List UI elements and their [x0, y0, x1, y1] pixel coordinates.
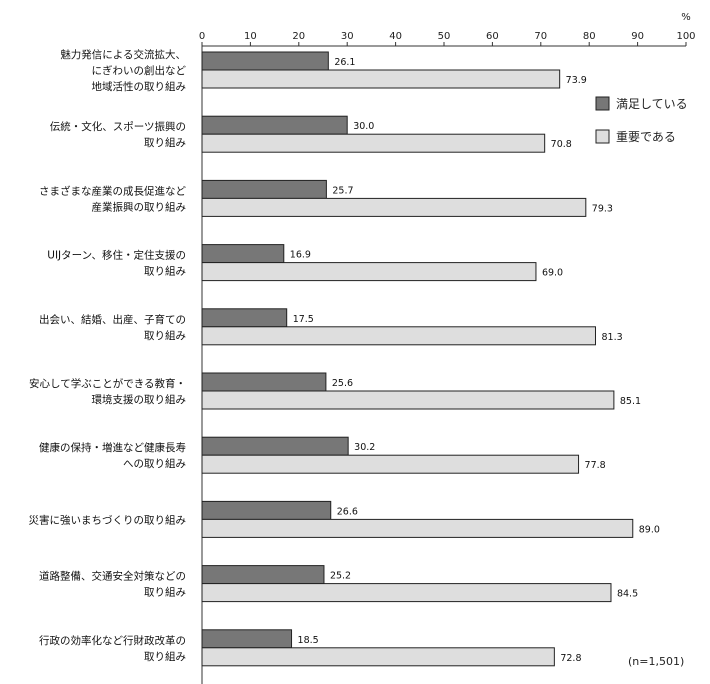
data-label: 16.9: [290, 250, 311, 261]
data-label: 72.8: [560, 653, 581, 664]
category-label: 環境支援の取り組み: [92, 393, 187, 406]
data-label: 69.0: [542, 268, 563, 279]
x-tick-label: 20: [292, 31, 305, 42]
category-label: 取り組み: [144, 265, 186, 278]
bar-satisfied: [201, 179, 327, 199]
x-tick-label: 60: [486, 31, 499, 42]
data-label: 18.5: [298, 635, 319, 646]
data-label: 89.0: [639, 524, 660, 535]
data-label: 30.2: [354, 442, 375, 453]
category-labels: 魅力発信による交流拡大、にぎわいの創出など地域活性の取り組み伝統・文化、スポーツ…: [29, 48, 187, 663]
bar-important: [201, 583, 612, 603]
category-label: 取り組み: [144, 586, 186, 599]
x-tick-label: 80: [583, 31, 596, 42]
x-tick-label: 30: [341, 31, 354, 42]
category-label: さまざまな産業の成長促進など: [39, 184, 186, 197]
category-label: 安心して学ぶことができる教育・: [29, 377, 186, 390]
bar-satisfied: [201, 244, 285, 264]
data-label: 25.2: [330, 571, 351, 582]
data-label: 70.8: [551, 139, 572, 150]
data-label: 17.5: [293, 314, 314, 325]
category-label: 産業振興の取り組み: [92, 200, 187, 213]
bar-satisfied: [201, 500, 332, 520]
category-label: 行政の効率化など行財政改革の: [39, 634, 186, 647]
category-label: 災害に強いまちづくりの取り組み: [29, 513, 187, 526]
data-label: 85.1: [620, 396, 641, 407]
bar-satisfied: [201, 51, 329, 71]
x-tick-label: 0: [199, 31, 205, 42]
data-label: 77.8: [585, 460, 606, 471]
x-tick-label: 50: [438, 31, 451, 42]
bar-important: [201, 69, 561, 89]
data-label: 73.9: [566, 75, 587, 86]
x-tick-label: 40: [389, 31, 402, 42]
category-label: UIJターン、移住・定住支援の: [47, 249, 186, 262]
x-tick-label: 90: [631, 31, 644, 42]
data-label: 84.5: [617, 589, 638, 600]
x-tick-label: 10: [244, 31, 257, 42]
category-label: 道路整備、交通安全対策などの: [39, 570, 186, 583]
data-label: 25.7: [332, 185, 353, 196]
bar-satisfied: [201, 372, 327, 392]
data-label: 25.6: [332, 378, 353, 389]
category-label: にぎわいの創出など: [92, 64, 187, 77]
x-tick-label: 70: [534, 31, 547, 42]
x-tick-label: 100: [676, 31, 695, 42]
category-label: 伝統・文化、スポーツ振興の: [50, 120, 186, 133]
category-label: への取り組み: [123, 457, 186, 470]
category-label: 地域活性の取り組み: [92, 80, 187, 93]
category-label: 取り組み: [144, 136, 186, 149]
legend-swatch: [595, 96, 610, 111]
category-label: 取り組み: [144, 329, 186, 342]
bar-important: [201, 326, 596, 346]
legend-swatch: [595, 129, 610, 144]
bar-satisfied: [201, 565, 325, 585]
bar-satisfied: [201, 436, 349, 456]
legend-label: 満足している: [616, 97, 688, 111]
bar-important: [201, 133, 546, 153]
data-label: 79.3: [592, 203, 613, 214]
category-label: 取り組み: [144, 650, 186, 663]
bar-satisfied: [201, 115, 348, 135]
data-label: 26.1: [334, 57, 355, 68]
bar-satisfied: [201, 629, 293, 649]
category-label: 健康の保持・増進など健康長寿: [39, 441, 186, 454]
sample-size-note: (n=1,501): [628, 655, 684, 668]
bar-important: [201, 262, 537, 282]
bars: 26.1 73.9 30.0 70.8 25.7 79.3 16.9 69.0 17.5 81.3…: [201, 51, 660, 667]
legend-label: 重要である: [616, 130, 676, 144]
category-label: 出会い、結婚、出産、子育ての: [39, 313, 186, 326]
bar-important: [201, 647, 555, 667]
bar-important: [201, 197, 587, 217]
data-label: 30.0: [353, 121, 374, 132]
data-label: 26.6: [337, 506, 358, 517]
unit-label: %: [681, 12, 691, 23]
bar-important: [201, 518, 634, 538]
data-label: 81.3: [601, 332, 622, 343]
bar-important: [201, 454, 580, 474]
category-label: 魅力発信による交流拡大、: [60, 48, 186, 61]
bar-important: [201, 390, 615, 410]
bar-satisfied: [201, 308, 288, 328]
